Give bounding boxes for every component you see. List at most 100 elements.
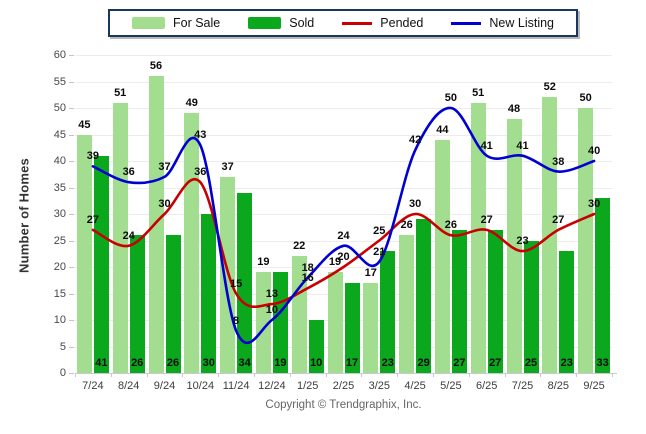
data-label-sold: 26: [166, 357, 180, 369]
data-label-sold: 17: [345, 357, 359, 369]
legend-label-for-sale: For Sale: [172, 16, 221, 30]
x-axis-month-label: 12/24: [258, 380, 286, 392]
y-axis-tick-label: 35: [53, 181, 66, 194]
x-axis-tick: [468, 373, 470, 377]
data-label-pended: 16: [301, 272, 314, 285]
data-label-for-sale: 19: [257, 256, 270, 269]
x-axis-tick: [254, 373, 255, 377]
data-label-for-sale: 22: [293, 240, 306, 253]
data-label-pended: 27: [86, 213, 100, 226]
data-label-for-sale: 26: [400, 219, 413, 232]
gridline: [75, 293, 612, 295]
data-label-for-sale: 48: [507, 102, 521, 115]
data-label-new-listing: 37: [158, 160, 171, 173]
data-label-new-listing: 10: [265, 304, 279, 316]
x-axis-tick: [218, 373, 220, 377]
data-label-new-listing: 50: [444, 92, 458, 104]
data-label-for-sale: 37: [221, 160, 234, 173]
x-axis-tick: [433, 373, 434, 377]
legend-swatch-new-listing: [451, 21, 482, 25]
data-label-pended: 36: [194, 166, 207, 179]
gridline: [75, 55, 612, 56]
y-axis-title: Number of Homes: [16, 158, 32, 273]
bar-sold: [451, 229, 467, 373]
data-label-sold: 10: [310, 357, 323, 369]
bar-for-sale: [363, 282, 379, 373]
bar-for-sale: [578, 108, 594, 373]
bar-for-sale: [291, 256, 307, 373]
data-label-for-sale: 44: [436, 123, 449, 136]
y-axis-tick-label: 0: [59, 367, 66, 379]
data-label-for-sale: 45: [78, 118, 91, 131]
bar-for-sale: [148, 76, 164, 373]
y-axis-tick: [69, 346, 74, 348]
gridline: [75, 187, 612, 189]
y-axis-tick-label: 5: [59, 340, 66, 353]
x-axis-month-label: 7/25: [511, 380, 534, 392]
data-label-new-listing: 41: [480, 139, 493, 152]
data-label-for-sale: 52: [543, 81, 556, 94]
y-axis-tick: [69, 187, 74, 189]
data-label-sold: 23: [560, 357, 573, 369]
data-label-new-listing: 43: [194, 129, 207, 142]
x-axis-month-label: 7/24: [82, 380, 104, 392]
y-axis-tick-label: 30: [53, 208, 66, 220]
y-axis-tick: [69, 240, 74, 242]
legend-item-pended: Pended: [342, 16, 423, 30]
x-axis-tick: [146, 373, 148, 377]
x-axis-month-label: 4/25: [404, 380, 426, 392]
y-axis-tick: [69, 320, 74, 321]
y-axis-tick: [69, 267, 74, 268]
y-axis-tick: [69, 161, 74, 162]
x-axis-tick: [75, 373, 76, 377]
x-axis-tick: [504, 373, 506, 377]
data-label-new-listing: 8: [233, 314, 240, 327]
legend-item-new-listing: New Listing: [451, 16, 554, 30]
legend-swatch-pended: [342, 21, 373, 25]
legend: For Sale Sold Pended New Listing: [107, 9, 579, 37]
bar-sold: [201, 214, 217, 373]
data-label-for-sale: 49: [185, 97, 198, 110]
data-label-sold: 27: [489, 357, 502, 369]
legend-swatch-for-sale: [131, 17, 165, 29]
gridline: [75, 320, 612, 321]
y-axis-tick-label: 15: [53, 287, 66, 300]
data-label-sold: 30: [202, 357, 215, 369]
bar-sold: [380, 251, 396, 373]
y-axis-tick-label: 40: [53, 155, 66, 167]
x-axis-tick: [325, 373, 327, 377]
data-label-pended: 13: [265, 288, 279, 301]
bar-sold: [559, 251, 575, 373]
y-axis-tick-label: 55: [53, 75, 66, 88]
x-axis-line: [75, 373, 618, 374]
data-label-new-listing: 41: [516, 139, 529, 152]
data-label-new-listing: 38: [552, 155, 565, 168]
gridline: [75, 161, 612, 162]
x-axis-tick: [576, 373, 578, 377]
data-label-new-listing: 36: [122, 166, 135, 179]
x-axis-tick: [540, 373, 542, 377]
data-label-pended: 15: [229, 277, 243, 290]
y-axis-tick: [69, 108, 74, 109]
y-axis-tick: [69, 214, 74, 215]
data-label-new-listing: 42: [408, 134, 422, 147]
data-label-pended: 24: [122, 229, 135, 242]
copyright: Copyright © Trendgraphix, Inc.: [265, 399, 422, 411]
data-label-pended: 23: [516, 235, 529, 248]
bar-sold: [237, 192, 253, 373]
x-axis-tick: [612, 373, 613, 377]
x-axis-month-label: 3/25: [368, 380, 391, 392]
data-label-sold: 25: [524, 357, 538, 369]
data-label-sold: 19: [274, 357, 287, 369]
data-label-for-sale: 51: [472, 86, 485, 99]
x-axis-month-label: 5/25: [440, 380, 462, 392]
data-label-sold: 41: [95, 357, 108, 369]
y-axis-tick-label: 25: [53, 234, 66, 247]
data-label-for-sale: 50: [579, 92, 592, 104]
bar-sold: [416, 219, 432, 373]
bar-for-sale: [327, 272, 343, 373]
y-axis-tick: [69, 293, 74, 295]
x-axis-month-label: 10/24: [186, 380, 215, 392]
x-axis-month-label: 9/25: [583, 380, 605, 392]
data-label-new-listing: 24: [337, 229, 350, 242]
